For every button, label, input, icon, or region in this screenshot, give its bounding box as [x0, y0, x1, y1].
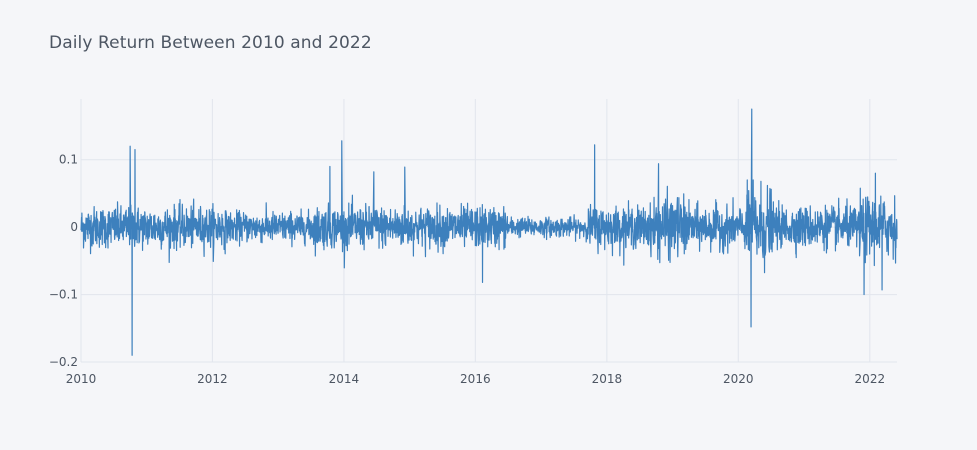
y-tick-label: 0.1 [59, 153, 78, 167]
y-tick-label: 0 [70, 220, 78, 234]
x-tick-label: 2022 [855, 372, 886, 386]
x-tick-label: 2014 [329, 372, 360, 386]
x-tick-label: 2010 [66, 372, 97, 386]
x-tick-label: 2016 [460, 372, 491, 386]
chart-title: Daily Return Between 2010 and 2022 [49, 33, 372, 53]
y-tick-label: −0.2 [49, 355, 78, 369]
x-tick-label: 2018 [592, 372, 623, 386]
series-line[interactable] [80, 108, 898, 356]
x-tick-label: 2020 [723, 372, 754, 386]
x-tick-label: 2012 [197, 372, 228, 386]
y-tick-label: −0.1 [49, 288, 78, 302]
